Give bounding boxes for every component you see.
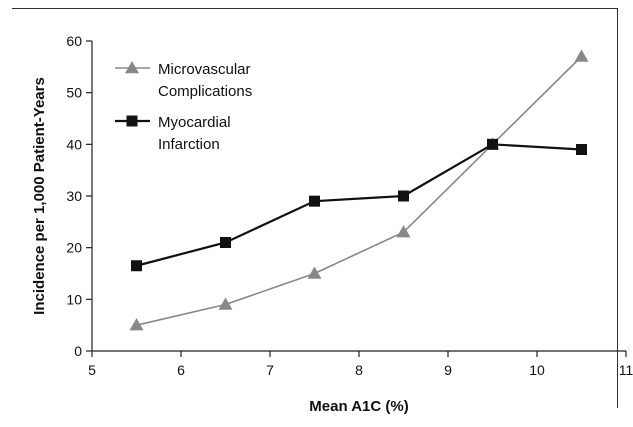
legend-label: Infarction <box>158 136 220 153</box>
legend-label: Microvascular <box>158 61 251 78</box>
series-line <box>136 55 583 326</box>
series-layer <box>129 49 589 331</box>
data-point <box>487 138 498 150</box>
y-ticks: 0 10 20 30 40 50 60 <box>66 33 92 359</box>
legend: Microvascular Complications Myocardial Infa… <box>115 61 252 153</box>
x-axis-title: Mean A1C (%) <box>309 398 408 415</box>
x-tick-label: 11 <box>619 362 633 378</box>
x-tick-label: 8 <box>355 362 363 378</box>
data-point <box>307 266 322 279</box>
x-tick-label: 10 <box>529 362 545 378</box>
legend-label: Complications <box>158 83 252 100</box>
x-ticks: 5 6 7 8 9 10 11 <box>88 351 633 378</box>
y-tick-label: 0 <box>74 343 82 359</box>
legend-marker <box>126 115 138 127</box>
series-line <box>136 143 582 267</box>
series-square <box>131 138 587 272</box>
legend-item: Myocardial Infarction <box>115 114 231 153</box>
y-tick-label: 60 <box>66 33 82 49</box>
y-tick-label: 10 <box>66 291 82 307</box>
y-tick-label: 50 <box>66 85 82 101</box>
legend-item: Microvascular Complications <box>115 61 252 100</box>
x-tick-label: 9 <box>444 362 452 378</box>
data-point <box>309 195 320 207</box>
x-tick-label: 6 <box>177 362 185 378</box>
chart-frame <box>12 8 618 408</box>
data-point <box>398 190 409 202</box>
data-point <box>576 144 587 155</box>
x-tick-label: 5 <box>88 362 96 378</box>
data-point <box>129 318 144 331</box>
y-tick-label: 30 <box>66 188 82 204</box>
y-tick-label: 40 <box>66 136 82 152</box>
data-point <box>220 237 231 248</box>
legend-marker <box>125 61 139 74</box>
data-point <box>131 260 142 272</box>
x-tick-label: 7 <box>266 362 274 378</box>
data-point <box>574 49 589 62</box>
y-tick-label: 20 <box>66 240 82 256</box>
data-point <box>218 297 233 310</box>
data-point <box>396 225 411 238</box>
legend-label: Myocardial <box>158 114 231 131</box>
y-axis-title: Incidence per 1,000 Patient-Years <box>31 77 48 315</box>
